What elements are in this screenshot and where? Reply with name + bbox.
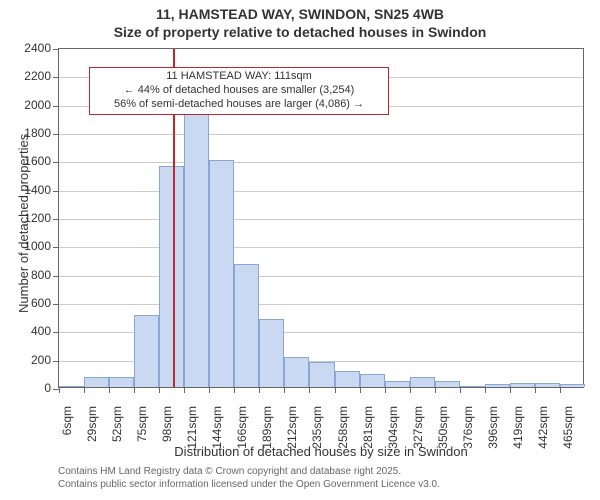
gridline — [59, 219, 583, 220]
xtick — [460, 387, 461, 393]
histogram-bar — [410, 377, 435, 387]
histogram-bar — [209, 160, 234, 387]
ytick — [53, 77, 59, 78]
histogram-bar — [335, 371, 360, 387]
histogram-bar — [59, 386, 84, 387]
ytick-label: 800 — [13, 268, 51, 282]
annotation-box: 11 HAMSTEAD WAY: 111sqm← 44% of detached… — [89, 67, 389, 115]
histogram-bar — [284, 357, 309, 387]
xtick — [159, 387, 160, 393]
xtick — [485, 387, 486, 393]
ytick-label: 400 — [13, 324, 51, 338]
xtick — [385, 387, 386, 393]
chart-title-line1: 11, HAMSTEAD WAY, SWINDON, SN25 4WB — [0, 6, 600, 24]
ytick — [53, 106, 59, 107]
histogram-bar — [560, 384, 585, 387]
ytick — [53, 162, 59, 163]
ytick-label: 1200 — [13, 211, 51, 225]
chart-title-line2: Size of property relative to detached ho… — [0, 24, 600, 42]
histogram-bar — [84, 377, 109, 387]
xtick — [184, 387, 185, 393]
xtick — [410, 387, 411, 393]
ytick — [53, 191, 59, 192]
x-axis-label: Distribution of detached houses by size … — [58, 444, 584, 459]
ytick — [53, 276, 59, 277]
ytick — [53, 304, 59, 305]
ytick — [53, 134, 59, 135]
xtick — [284, 387, 285, 393]
xtick — [535, 387, 536, 393]
ytick-label: 2200 — [13, 69, 51, 83]
footer-line2: Contains public sector information licen… — [58, 479, 600, 492]
gridline — [59, 247, 583, 248]
footer-line1: Contains HM Land Registry data © Crown c… — [58, 466, 600, 479]
histogram-bar — [109, 377, 134, 387]
ytick — [53, 332, 59, 333]
histogram-bar — [259, 319, 284, 387]
annotation-line3: 56% of semi-detached houses are larger (… — [94, 98, 384, 112]
histogram-bar — [309, 362, 334, 388]
gridline — [59, 191, 583, 192]
histogram-bar — [535, 383, 560, 387]
chart-plot-area: 0200400600800100012001400160018002000220… — [58, 48, 584, 388]
gridline — [59, 134, 583, 135]
xtick — [560, 387, 561, 393]
ytick-label: 1600 — [13, 154, 51, 168]
xtick — [360, 387, 361, 393]
ytick-label: 1000 — [13, 239, 51, 253]
histogram-bar — [159, 166, 184, 387]
gridline — [59, 304, 583, 305]
xtick — [59, 387, 60, 393]
ytick-label: 2000 — [13, 98, 51, 112]
xtick — [209, 387, 210, 393]
histogram-bar — [435, 381, 460, 387]
xtick — [510, 387, 511, 393]
chart-container: { "title_line1": "11, HAMSTEAD WAY, SWIN… — [0, 0, 600, 500]
ytick-label: 1400 — [13, 183, 51, 197]
ytick — [53, 219, 59, 220]
ytick-label: 2400 — [13, 41, 51, 55]
ytick — [53, 49, 59, 50]
histogram-bar — [385, 381, 410, 387]
xtick — [109, 387, 110, 393]
ytick — [53, 361, 59, 362]
xtick — [84, 387, 85, 393]
chart-footer: Contains HM Land Registry data © Crown c… — [58, 466, 600, 491]
gridline — [59, 162, 583, 163]
xtick — [234, 387, 235, 393]
histogram-bar — [485, 384, 510, 387]
xtick — [435, 387, 436, 393]
ytick-label: 1800 — [13, 126, 51, 140]
xtick — [309, 387, 310, 393]
ytick-label: 0 — [13, 381, 51, 395]
xtick — [259, 387, 260, 393]
xtick — [134, 387, 135, 393]
histogram-bar — [360, 374, 385, 387]
histogram-bar — [184, 109, 209, 387]
histogram-bar — [234, 264, 259, 387]
annotation-line1: 11 HAMSTEAD WAY: 111sqm — [94, 70, 384, 84]
histogram-bar — [510, 383, 535, 387]
gridline — [59, 276, 583, 277]
ytick-label: 200 — [13, 353, 51, 367]
histogram-bar — [460, 386, 485, 387]
ytick — [53, 247, 59, 248]
annotation-line2: ← 44% of detached houses are smaller (3,… — [94, 84, 384, 98]
xtick — [335, 387, 336, 393]
histogram-bar — [134, 315, 159, 387]
ytick-label: 600 — [13, 296, 51, 310]
